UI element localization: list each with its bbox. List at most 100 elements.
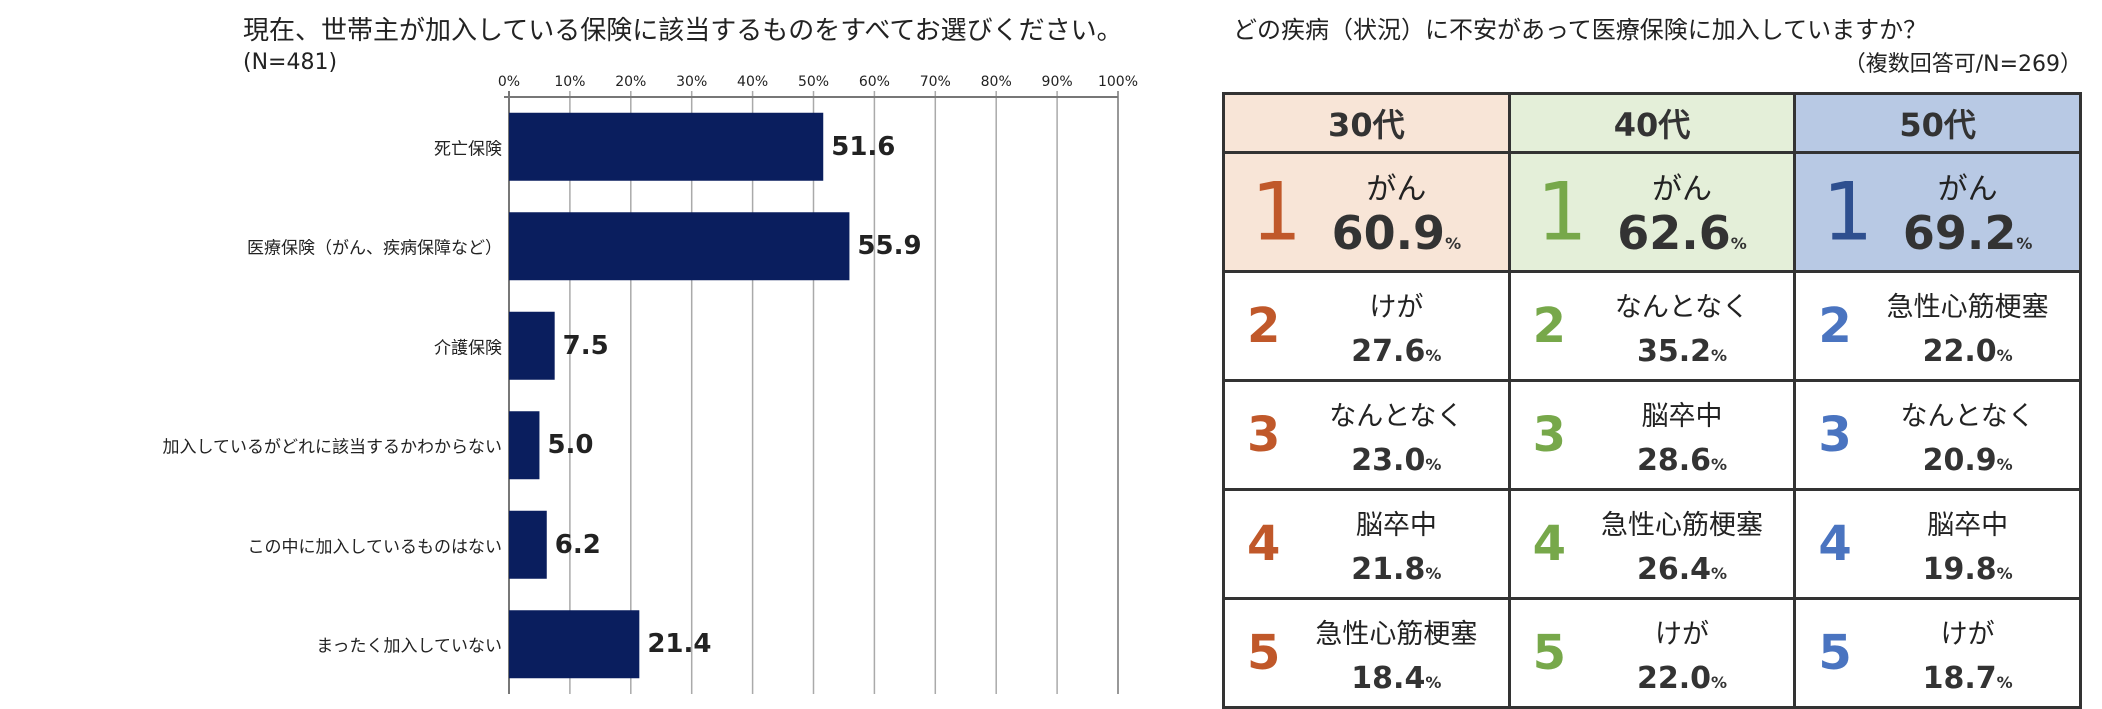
percent-unit: % xyxy=(1425,673,1442,692)
percentage: 26.4% xyxy=(1581,552,1784,587)
disease-name: けが xyxy=(1940,619,1995,650)
disease-name: 脳卒中 xyxy=(1355,510,1437,541)
percentage: 19.8% xyxy=(1866,552,2069,587)
rank-cell: 3 なんとなく 20.9% xyxy=(1793,379,2082,491)
percentage-value: 60.9 xyxy=(1331,206,1446,260)
x-tick-label: 100% xyxy=(1097,74,1139,90)
percentage-value: 21.8 xyxy=(1351,552,1426,587)
x-tick-label: 0% xyxy=(497,74,521,90)
category-label: 介護保険 xyxy=(434,338,502,359)
data-label: 5.0 xyxy=(547,430,594,461)
percentage: 18.4% xyxy=(1295,661,1498,696)
percentage-value: 26.4 xyxy=(1636,552,1711,587)
disease-name: なんとなく xyxy=(1614,292,1750,323)
x-tick-label: 50% xyxy=(797,74,830,90)
rank-row: 1 がん 60.9% 1 がん 62.6% 1 がん 69.2% xyxy=(1222,151,2082,273)
x-tick-label: 70% xyxy=(919,74,951,90)
percent-unit: % xyxy=(1710,564,1728,583)
percentage-value: 20.9 xyxy=(1922,443,1997,478)
rank-cell: 5 けが 22.0% xyxy=(1507,597,1797,709)
rank-number: 3 xyxy=(1532,407,1567,463)
rank-row: 3 なんとなく 23.0% 3 脳卒中 28.6% 3 なんとなく 20.9% xyxy=(1222,379,2082,491)
rank-cell: 2 けが 27.6% xyxy=(1222,270,1511,382)
rank-cell: 1 がん 60.9% xyxy=(1222,151,1511,273)
x-tick-label: 80% xyxy=(980,74,1012,90)
disease-name: がん xyxy=(1651,172,1712,207)
disease-name: がん xyxy=(1366,172,1427,207)
percentage-value: 28.6 xyxy=(1636,443,1711,478)
percentage-value: 23.0 xyxy=(1351,443,1426,478)
percentage-value: 62.6 xyxy=(1617,206,1731,260)
percentage-value: 19.8 xyxy=(1922,552,1997,587)
percent-unit: % xyxy=(1710,455,1728,474)
percentage: 23.0% xyxy=(1295,443,1498,478)
disease-name: なんとなく xyxy=(1900,401,2035,432)
data-label: 6.2 xyxy=(554,529,601,560)
data-label: 51.6 xyxy=(831,131,896,162)
rank-cell: 1 がん 69.2% xyxy=(1793,151,2082,273)
x-tick-label: 90% xyxy=(1041,74,1073,90)
rank-number: 5 xyxy=(1818,625,1852,681)
percent-unit: % xyxy=(1996,455,2013,474)
right-table-title: どの疾病（状況）に不安があって医療保険に加入していますか？ xyxy=(1233,16,1928,44)
percent-unit: % xyxy=(1445,234,1462,253)
percent-unit: % xyxy=(1710,673,1728,692)
rank-cell: 5 急性心筋梗塞 18.4% xyxy=(1222,597,1511,709)
percent-unit: % xyxy=(1425,564,1442,583)
percent-unit: % xyxy=(1996,346,2013,365)
rank-number: 5 xyxy=(1532,625,1567,681)
bar xyxy=(509,112,824,181)
bar xyxy=(509,212,850,281)
category-label: まったく加入していない xyxy=(316,636,502,657)
bar xyxy=(509,610,640,679)
disease-name: けが xyxy=(1654,619,1709,650)
data-label: 21.4 xyxy=(647,629,712,660)
percentage: 69.2% xyxy=(1866,206,2069,260)
bar xyxy=(509,311,555,380)
rank-number: 1 xyxy=(1822,165,1874,259)
x-tick-label: 10% xyxy=(554,74,586,90)
category-label: 加入しているがどれに該当するかわからない xyxy=(162,437,503,458)
percentage: 22.0% xyxy=(1581,661,1784,696)
rank-number: 4 xyxy=(1532,516,1567,572)
percentage: 18.7% xyxy=(1866,661,2069,696)
rank-cell: 4 脳卒中 21.8% xyxy=(1222,488,1511,600)
rank-number: 3 xyxy=(1818,407,1852,463)
percentage-value: 35.2 xyxy=(1636,334,1711,369)
x-tick-label: 20% xyxy=(615,74,647,90)
rank-number: 2 xyxy=(1247,298,1281,354)
percentage: 27.6% xyxy=(1295,334,1498,369)
percentage: 28.6% xyxy=(1581,443,1784,478)
right-table-subtitle: （複数回答可/N=269） xyxy=(1843,52,2082,77)
left-chart-sample-size: (N=481) xyxy=(243,50,338,75)
rank-cell: 4 急性心筋梗塞 26.4% xyxy=(1507,488,1797,600)
rank-number: 1 xyxy=(1251,165,1302,259)
percentage-value: 27.6 xyxy=(1351,334,1426,369)
rank-number: 3 xyxy=(1247,407,1281,463)
rank-row: 2 けが 27.6% 2 なんとなく 35.2% 2 急性心筋梗塞 22.0% xyxy=(1222,270,2082,382)
percentage: 62.6% xyxy=(1581,206,1784,260)
disease-name: 急性心筋梗塞 xyxy=(1886,292,2049,323)
rank-cell: 2 なんとなく 35.2% xyxy=(1507,270,1797,382)
rank-number: 2 xyxy=(1818,298,1852,354)
age-header: 40代 xyxy=(1507,92,1797,154)
age-header: 30代 xyxy=(1222,92,1511,154)
x-tick-label: 60% xyxy=(858,74,890,90)
rank-cell: 5 けが 18.7% xyxy=(1793,597,2082,709)
percentage: 21.8% xyxy=(1295,552,1498,587)
disease-name: 脳卒中 xyxy=(1641,401,1723,432)
x-tick-label: 30% xyxy=(676,74,708,90)
disease-name: 急性心筋梗塞 xyxy=(1315,619,1478,650)
percent-unit: % xyxy=(2016,234,2033,253)
category-label: 死亡保険 xyxy=(434,139,502,160)
percent-unit: % xyxy=(1425,455,1442,474)
percentage-value: 18.7 xyxy=(1922,661,1997,696)
rank-cell: 3 脳卒中 28.6% xyxy=(1507,379,1797,491)
bar xyxy=(509,510,547,579)
percentage: 60.9% xyxy=(1295,206,1498,260)
disease-name: 急性心筋梗塞 xyxy=(1600,510,1763,541)
data-label: 55.9 xyxy=(857,231,922,262)
disease-name: けが xyxy=(1369,292,1424,323)
disease-name: 脳卒中 xyxy=(1927,510,2009,541)
